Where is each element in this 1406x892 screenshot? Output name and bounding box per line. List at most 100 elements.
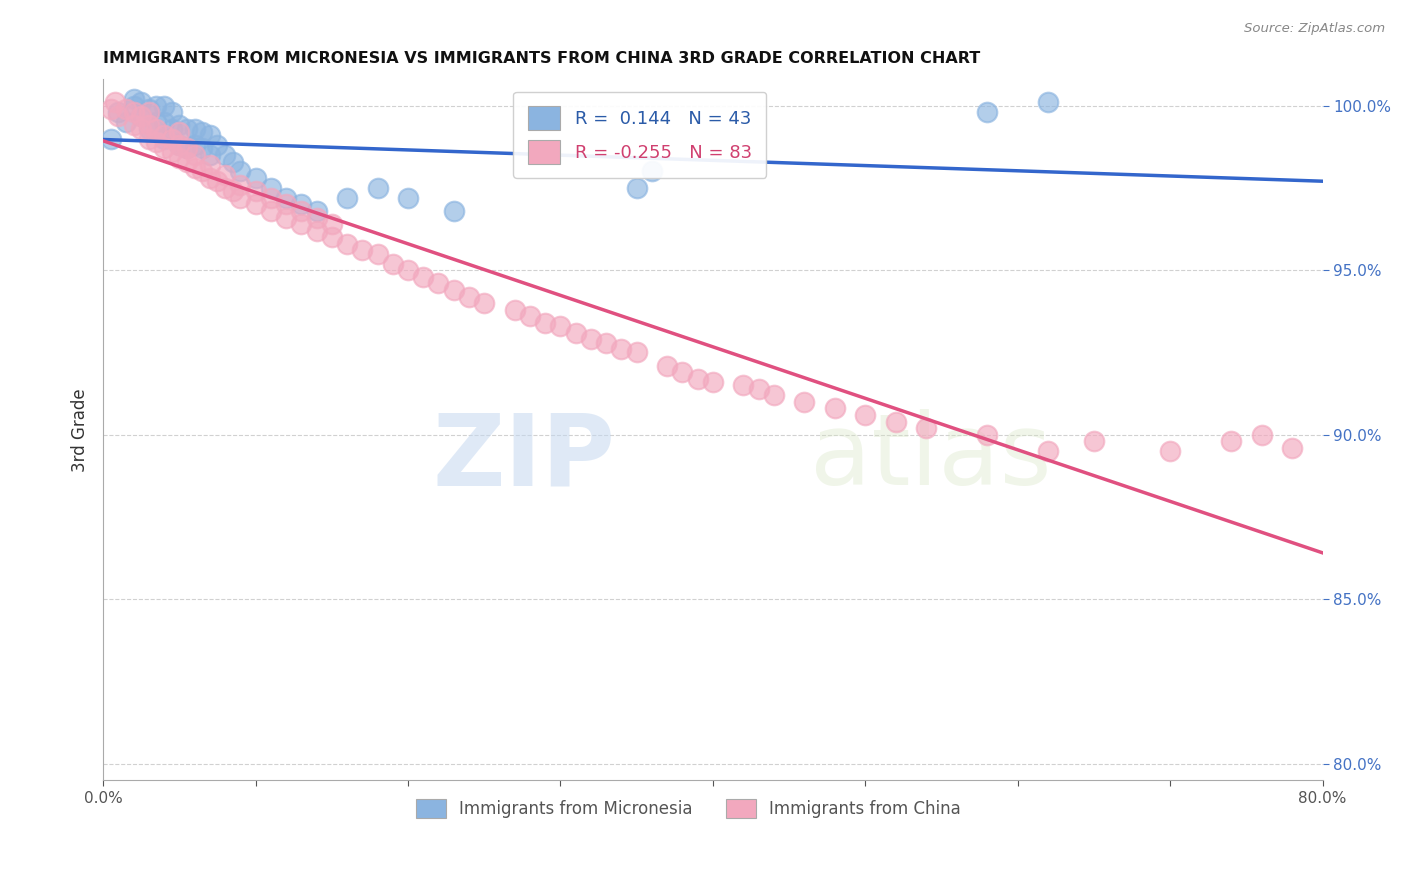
- Point: [503, 302, 526, 317]
- Point: [145, 135, 167, 149]
- Point: [702, 375, 724, 389]
- Point: [198, 171, 221, 186]
- Text: ZIP: ZIP: [433, 409, 616, 507]
- Point: [214, 148, 236, 162]
- Point: [626, 181, 648, 195]
- Point: [115, 115, 138, 129]
- Point: [160, 145, 183, 159]
- Point: [222, 184, 245, 198]
- Point: [107, 105, 129, 120]
- Point: [138, 131, 160, 145]
- Point: [145, 121, 167, 136]
- Point: [550, 319, 572, 334]
- Point: [169, 125, 191, 139]
- Point: [169, 138, 191, 153]
- Point: [671, 365, 693, 379]
- Point: [762, 388, 785, 402]
- Point: [595, 335, 617, 350]
- Point: [207, 174, 229, 188]
- Point: [519, 310, 541, 324]
- Point: [176, 141, 198, 155]
- Point: [100, 102, 122, 116]
- Point: [229, 164, 252, 178]
- Point: [176, 141, 198, 155]
- Point: [1083, 434, 1105, 449]
- Point: [290, 217, 312, 231]
- Point: [396, 263, 419, 277]
- Point: [976, 427, 998, 442]
- Point: [1038, 95, 1060, 110]
- Point: [229, 178, 252, 192]
- Point: [198, 128, 221, 143]
- Legend: Immigrants from Micronesia, Immigrants from China: Immigrants from Micronesia, Immigrants f…: [409, 792, 967, 824]
- Point: [169, 151, 191, 165]
- Point: [733, 378, 755, 392]
- Point: [169, 138, 191, 153]
- Point: [122, 92, 145, 106]
- Point: [274, 191, 297, 205]
- Point: [129, 109, 152, 123]
- Point: [976, 105, 998, 120]
- Point: [260, 204, 283, 219]
- Point: [191, 141, 214, 155]
- Point: [915, 421, 938, 435]
- Point: [160, 121, 183, 136]
- Point: [176, 121, 198, 136]
- Point: [579, 332, 602, 346]
- Point: [129, 121, 152, 136]
- Point: [183, 161, 205, 176]
- Point: [748, 382, 770, 396]
- Point: [104, 95, 127, 110]
- Point: [366, 181, 388, 195]
- Point: [176, 154, 198, 169]
- Point: [229, 191, 252, 205]
- Point: [214, 168, 236, 182]
- Point: [366, 246, 388, 260]
- Point: [655, 359, 678, 373]
- Point: [1250, 427, 1272, 442]
- Point: [793, 395, 815, 409]
- Point: [222, 154, 245, 169]
- Point: [396, 191, 419, 205]
- Point: [305, 224, 328, 238]
- Text: Source: ZipAtlas.com: Source: ZipAtlas.com: [1244, 22, 1385, 36]
- Point: [153, 141, 176, 155]
- Point: [260, 191, 283, 205]
- Point: [198, 148, 221, 162]
- Y-axis label: 3rd Grade: 3rd Grade: [72, 388, 89, 472]
- Point: [122, 105, 145, 120]
- Point: [305, 204, 328, 219]
- Point: [191, 164, 214, 178]
- Point: [207, 138, 229, 153]
- Point: [160, 131, 183, 145]
- Point: [1220, 434, 1243, 449]
- Point: [138, 105, 160, 120]
- Point: [381, 257, 404, 271]
- Point: [336, 236, 359, 251]
- Point: [824, 401, 846, 416]
- Point: [129, 95, 152, 110]
- Point: [245, 184, 267, 198]
- Point: [412, 269, 434, 284]
- Point: [1159, 444, 1181, 458]
- Point: [458, 289, 481, 303]
- Point: [305, 211, 328, 225]
- Point: [443, 204, 465, 219]
- Point: [138, 102, 160, 116]
- Point: [138, 119, 160, 133]
- Point: [260, 181, 283, 195]
- Point: [443, 283, 465, 297]
- Point: [472, 296, 495, 310]
- Point: [183, 148, 205, 162]
- Point: [122, 98, 145, 112]
- Point: [153, 128, 176, 143]
- Point: [115, 102, 138, 116]
- Point: [884, 415, 907, 429]
- Point: [145, 98, 167, 112]
- Point: [274, 211, 297, 225]
- Point: [129, 109, 152, 123]
- Point: [610, 342, 633, 356]
- Point: [321, 230, 343, 244]
- Point: [274, 197, 297, 211]
- Text: atlas: atlas: [810, 409, 1052, 507]
